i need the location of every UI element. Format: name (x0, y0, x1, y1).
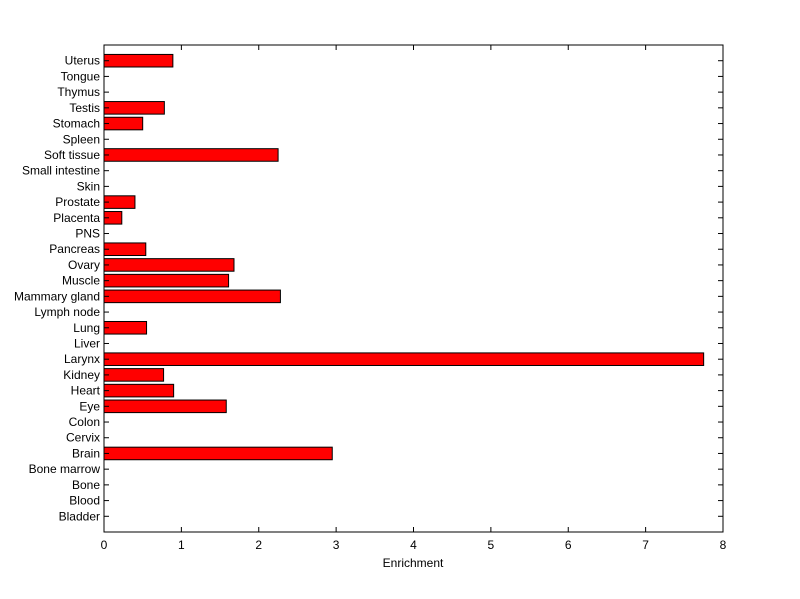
y-tick-label: Brain (72, 446, 100, 460)
x-tick-label: 1 (178, 538, 185, 552)
y-tick-label: Stomach (53, 117, 100, 131)
y-tick-label: Liver (74, 336, 100, 350)
bar-stomach (103, 116, 144, 131)
y-tick-label: PNS (75, 227, 100, 241)
y-tick-label: Skin (77, 179, 100, 193)
bar-lung (103, 320, 148, 335)
y-tick-label: Placenta (53, 211, 100, 225)
y-tick-label: Uterus (65, 54, 100, 68)
x-tick-label: 2 (255, 538, 262, 552)
bar-brain (103, 446, 333, 461)
x-tick-label: 8 (720, 538, 727, 552)
x-axis-label: Enrichment (383, 556, 444, 570)
y-tick-label: Small intestine (22, 164, 100, 178)
y-tick-label: Mammary gland (14, 289, 100, 303)
y-tick-label: Heart (71, 384, 101, 398)
y-tick-label: Testis (69, 101, 100, 115)
bar-pancreas (103, 242, 147, 257)
y-tick-label: Thymus (57, 85, 100, 99)
bar-eye (103, 399, 227, 414)
y-tick-label: Lung (73, 321, 100, 335)
y-tick-label: Tongue (61, 69, 101, 83)
y-tick-label: Bladder (59, 509, 100, 523)
x-tick-label: 4 (410, 538, 417, 552)
y-tick-label: Bone (72, 478, 100, 492)
bar-kidney (103, 368, 165, 382)
bar-mammary-gland (103, 289, 281, 304)
y-tick-label: Prostate (55, 195, 100, 209)
x-tick-label: 5 (488, 538, 495, 552)
x-tick-label: 3 (333, 538, 340, 552)
bar-heart (103, 383, 175, 398)
bar-muscle (103, 273, 230, 288)
x-tick-label: 6 (565, 538, 572, 552)
bar-ovary (103, 258, 235, 272)
bar-testis (103, 101, 165, 115)
y-tick-label: Cervix (66, 431, 100, 445)
y-tick-label: Lymph node (34, 305, 100, 319)
y-tick-label: Pancreas (49, 242, 100, 256)
y-tick-label: Larynx (64, 352, 100, 366)
y-tick-label: Spleen (63, 132, 100, 146)
y-tick-label: Kidney (63, 368, 100, 382)
bar-uterus (103, 53, 174, 68)
x-tick-label: 7 (642, 538, 649, 552)
y-tick-label: Colon (69, 415, 100, 429)
x-tick-label: 0 (101, 538, 108, 552)
y-tick-label: Soft tissue (44, 148, 100, 162)
bars-group (103, 53, 705, 461)
y-tick-label: Eye (79, 399, 100, 413)
bar-larynx (103, 352, 705, 366)
y-tick-label: Bone marrow (29, 462, 101, 476)
y-tick-label: Blood (69, 494, 100, 508)
y-tick-label: Muscle (62, 274, 100, 288)
y-tick-label: Ovary (68, 258, 100, 272)
bar-soft-tissue (103, 148, 279, 162)
x-axis-ticks: 0 1 2 3 4 5 6 7 8 (101, 45, 727, 552)
